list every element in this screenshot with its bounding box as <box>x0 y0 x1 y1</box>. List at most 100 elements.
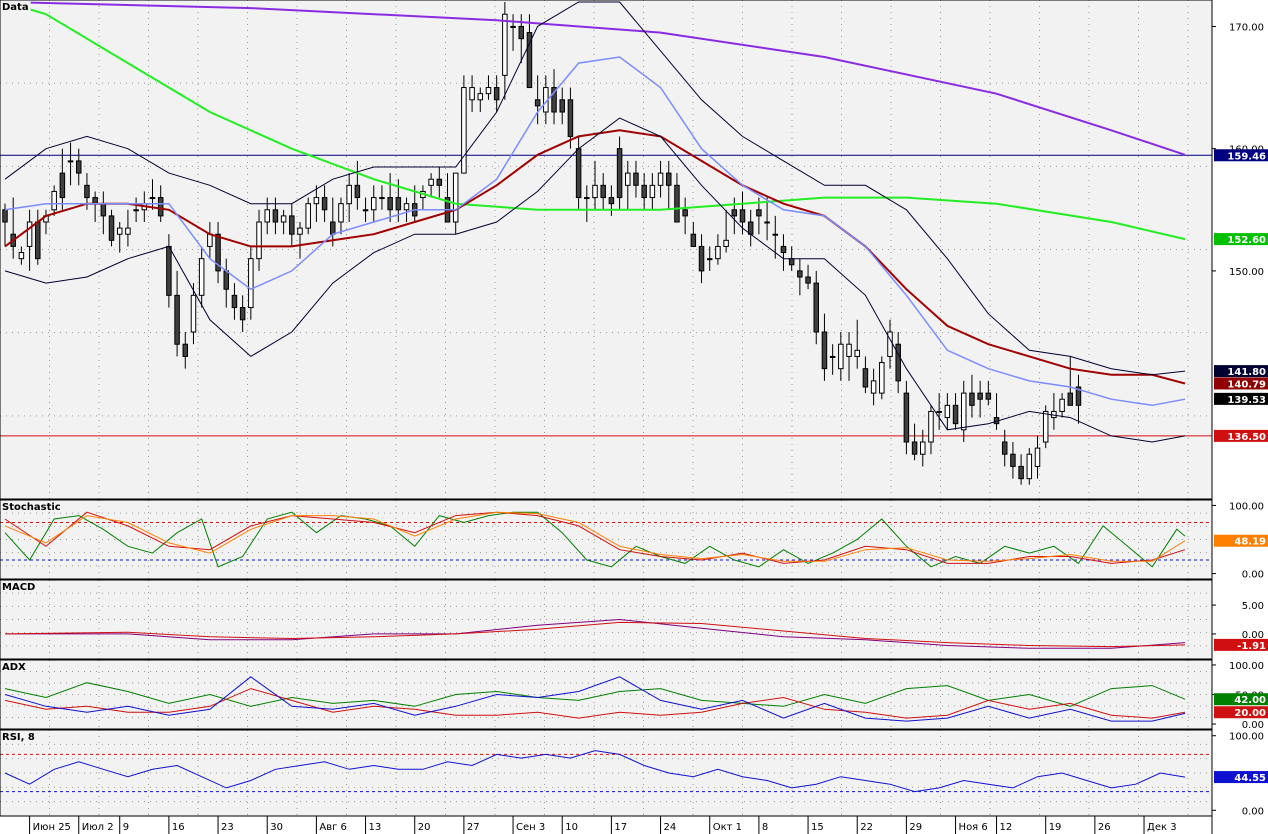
candle-body <box>641 184 647 199</box>
candle-body <box>625 172 631 186</box>
series-macd <box>5 618 1186 649</box>
candle-body <box>485 87 492 95</box>
candle-body <box>248 258 254 309</box>
candle-body <box>116 227 123 235</box>
price-tag <box>1214 706 1268 719</box>
candle-body <box>1010 453 1016 467</box>
panel-title: Data <box>2 2 29 13</box>
candle-body <box>297 227 303 235</box>
y-tick-label: 0.00 <box>1242 720 1264 731</box>
candle-body <box>862 368 869 388</box>
candle-body <box>231 294 238 309</box>
x-tick-label: 13 <box>369 822 382 833</box>
candle-body <box>174 294 180 345</box>
candle-body <box>559 99 565 113</box>
candle-body <box>157 197 164 217</box>
price-tag-label: 140.79 <box>1227 379 1266 390</box>
x-tick-label: Июн 25 <box>33 822 71 833</box>
price-tag <box>1214 693 1268 706</box>
candle-body <box>1001 441 1008 455</box>
price-tag <box>1214 771 1268 784</box>
candle-body <box>133 209 139 212</box>
candle-body <box>2 209 8 223</box>
candle-body <box>518 25 525 40</box>
x-tick-label: 17 <box>614 822 627 833</box>
x-tick-label: Сен 3 <box>516 822 545 833</box>
candle-body <box>362 209 369 212</box>
y-tick-label: 5.00 <box>1242 601 1264 612</box>
candle-body <box>698 245 705 272</box>
price-tag-label: 152.60 <box>1227 235 1266 246</box>
candle-body <box>575 148 582 199</box>
candle-body <box>149 197 156 200</box>
candle-body <box>633 172 639 186</box>
candle-body <box>1067 392 1074 406</box>
rsi-grid <box>0 730 1212 816</box>
panel-title-bg <box>1 581 31 592</box>
candle-body <box>854 349 860 357</box>
y-tick-label: 0.00 <box>1242 806 1264 817</box>
candle-body <box>272 209 279 223</box>
price-tag <box>1214 429 1268 442</box>
x-tick-label: Окт 1 <box>713 822 742 833</box>
candle-body <box>477 93 484 101</box>
price-tag-label: 136.50 <box>1227 432 1266 443</box>
candle-body <box>821 331 828 370</box>
candle-body <box>395 197 402 211</box>
panel-title-bg <box>1 1 31 12</box>
candle-body <box>739 209 746 223</box>
candle-body <box>108 215 115 241</box>
candle-body <box>1018 465 1024 480</box>
candle-body <box>239 307 246 321</box>
candle-body <box>616 148 623 199</box>
x-tick-label: 12 <box>1000 822 1013 833</box>
candle-body <box>67 160 74 163</box>
candle-body <box>1034 447 1041 467</box>
y-tick-label: 100.00 <box>1229 661 1264 672</box>
candle-body <box>928 410 934 443</box>
rsi-panel: 100.00 0.00 44.55 RSI, 8 <box>0 729 1268 817</box>
candle-body <box>280 215 287 223</box>
price-tag-label: 141.80 <box>1227 367 1266 378</box>
candle-body <box>264 209 270 223</box>
y-tick-label: 100.00 <box>1229 732 1264 743</box>
candle-body <box>706 258 713 261</box>
panel-title: MACD <box>2 582 35 593</box>
candle-body <box>674 184 680 223</box>
y-tick-label: 150.00 <box>1229 267 1264 278</box>
candle-body <box>584 197 590 200</box>
series-rsi <box>4 750 1186 793</box>
candle-body <box>805 276 811 284</box>
x-tick-label: 30 <box>270 822 283 833</box>
stochastic-panel: 100.00 0.00 48.19 Stochastic <box>0 499 1268 581</box>
price-tag <box>1214 392 1268 405</box>
price-tag-label: 159.46 <box>1227 151 1266 162</box>
y-tick-label: 100.00 <box>1229 501 1264 512</box>
candle-body <box>936 410 942 413</box>
y-tick-label: 170.00 <box>1229 22 1264 33</box>
panel-title-bg <box>1 661 25 672</box>
panel-title-bg <box>1 731 44 742</box>
candle-body <box>551 87 557 113</box>
candle-body <box>289 215 295 235</box>
candle-body <box>313 197 320 205</box>
series-band_lower <box>4 117 1186 443</box>
price-tag <box>1214 534 1268 547</box>
candle-body <box>649 184 656 199</box>
candle-body <box>608 197 615 205</box>
candle-body <box>338 203 344 223</box>
price-tag <box>1214 365 1268 378</box>
candle-body <box>428 178 434 186</box>
series-slow <box>4 511 1186 564</box>
candle-body <box>100 203 107 217</box>
candle-body <box>215 233 221 272</box>
candle-body <box>387 197 393 211</box>
candle-body <box>26 221 33 247</box>
price-tag-label: 48.19 <box>1234 537 1266 548</box>
series-band_mid <box>4 56 1186 407</box>
candle-body <box>1026 453 1033 480</box>
candle-body <box>305 203 311 229</box>
candle-body <box>920 441 926 455</box>
candle-body <box>436 178 443 186</box>
